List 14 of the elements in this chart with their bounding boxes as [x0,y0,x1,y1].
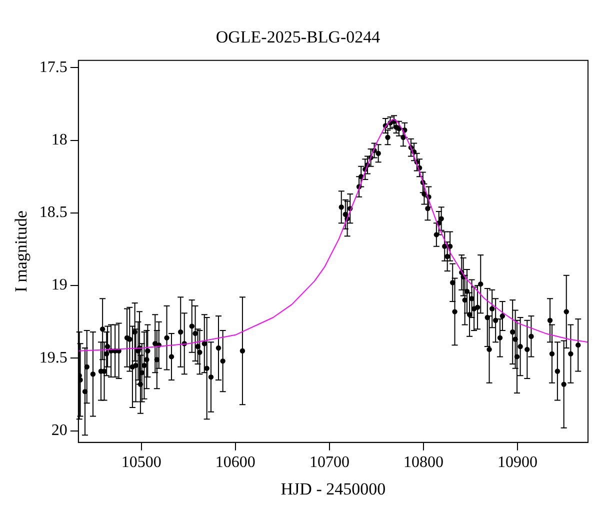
y-axis-title: I magnitude [12,210,31,292]
x-tick-label: 10800 [403,454,444,472]
y-tick-label: 18 [51,131,68,148]
y-tick-label: 20 [51,422,68,439]
y-tick-label: 18.5 [39,204,68,222]
y-tick-label: 17.5 [39,58,68,76]
x-tick-label: 10600 [215,454,256,472]
chart-title: OGLE-2025-BLG-0244 [216,28,381,47]
y-tick-label: 19 [51,276,68,294]
x-tick-label: 10500 [121,454,162,472]
y-tick-label: 19.5 [39,349,68,366]
x-axis-title: HJD - 2450000 [280,479,386,498]
x-tick-label: 10900 [497,454,538,472]
x-tick-label: 10700 [309,454,350,472]
